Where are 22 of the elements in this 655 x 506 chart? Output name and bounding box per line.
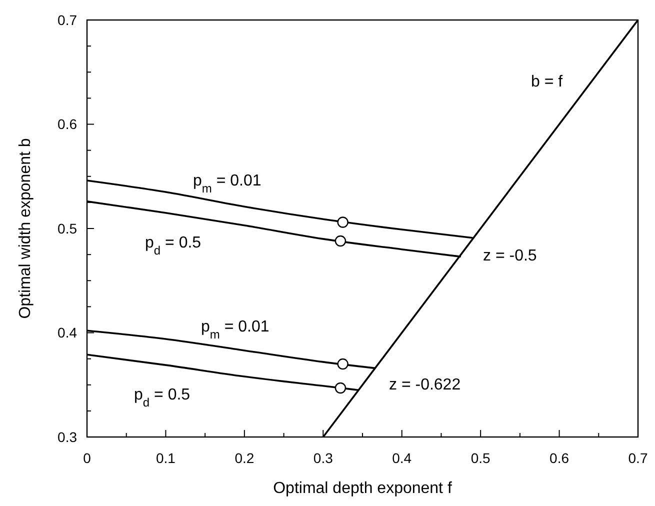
annotation: z = -0.622 bbox=[389, 376, 461, 394]
x-tick-label: 0.1 bbox=[156, 450, 176, 466]
y-tick-label: 0.3 bbox=[58, 428, 78, 445]
annotation: z = -0.5 bbox=[483, 248, 537, 265]
y-tick-label: 0.7 bbox=[58, 12, 78, 28]
x-tick-label: 0 bbox=[83, 450, 92, 466]
annotation: p$_{d}$ = 0.5 bbox=[134, 386, 190, 410]
x-tick-label: 0.3 bbox=[313, 450, 334, 466]
y-tick-label: 0.5 bbox=[58, 220, 78, 236]
x-tick-label: 0.7 bbox=[628, 450, 648, 466]
x-tick-label: 0.4 bbox=[392, 450, 412, 466]
annotation: p$_{m}$ = 0.01 bbox=[201, 318, 270, 342]
x-tick-label: 0.6 bbox=[550, 450, 570, 466]
y-axis-title: Optimal width exponent b bbox=[17, 138, 34, 319]
y-tick-label: 0.6 bbox=[58, 116, 78, 132]
annotation: p$_{m}$ = 0.01 bbox=[193, 172, 262, 196]
annotation: b = f bbox=[531, 74, 564, 91]
x-axis-title: Optimal depth exponent f bbox=[273, 480, 452, 497]
x-tick-label: 0.5 bbox=[470, 450, 491, 466]
x-tick-label: 0.2 bbox=[234, 450, 254, 466]
annotation: p$_{d}$ = 0.5 bbox=[145, 234, 202, 258]
y-tick-label: 0.4 bbox=[58, 324, 78, 341]
